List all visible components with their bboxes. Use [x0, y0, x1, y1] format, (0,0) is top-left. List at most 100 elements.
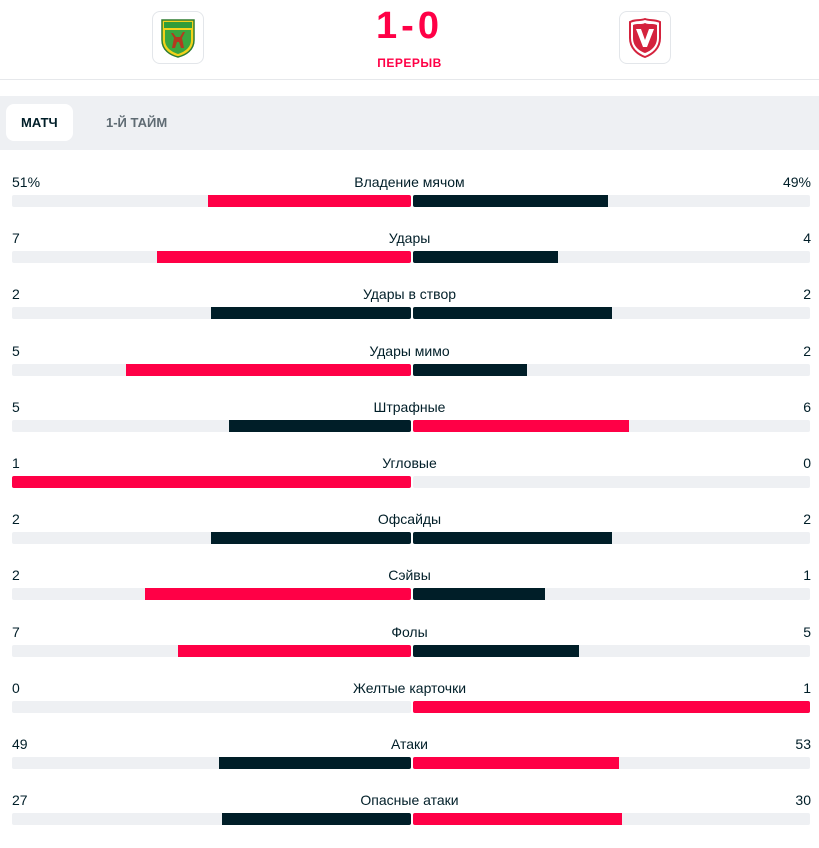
stat-away-value: 2: [803, 286, 811, 303]
stat-home-bar-track: [12, 700, 411, 713]
stat-label: Штрафные: [373, 398, 446, 415]
stat-away-bar-track: [413, 419, 810, 432]
stat-away-value: 5: [803, 623, 811, 640]
stat-away-bar-track: [413, 644, 810, 657]
stat-home-bar-track: [12, 644, 411, 657]
stat-away-bar-track: [413, 195, 810, 207]
stat-away-bar-fill: [413, 532, 612, 545]
stat-row: 2 Сэйвы 1: [0, 566, 819, 622]
stat-home-bar-track: [12, 195, 411, 207]
stat-home-value: 2: [12, 567, 20, 584]
score-separator: -: [401, 5, 418, 47]
stat-row: 51% Владение мячом 49%: [0, 173, 819, 229]
home-team-crest-icon: [161, 18, 195, 58]
stat-label: Угловые: [382, 455, 437, 471]
stat-away-value: 6: [803, 398, 811, 415]
stat-home-bar-fill: [211, 532, 411, 545]
stat-home-bar-track: [12, 251, 411, 264]
stat-home-value: 1: [12, 455, 20, 471]
stat-label: Фолы: [391, 623, 428, 640]
stat-home-value: 2: [12, 511, 20, 528]
stat-home-value: 7: [12, 230, 20, 247]
home-team-logo[interactable]: [152, 11, 204, 64]
tabs-bar: МАТЧ 1-Й ТАЙМ: [0, 96, 819, 150]
stat-home-bar-fill: [222, 813, 411, 826]
score-home: 1: [376, 5, 402, 47]
stat-away-bar-fill: [413, 757, 619, 769]
stat-home-value: 27: [12, 792, 28, 809]
stat-away-bar-fill: [413, 588, 545, 601]
stat-away-bar-track: [413, 588, 810, 601]
stat-away-value: 2: [803, 342, 811, 359]
match-score: 1-0: [0, 5, 819, 48]
stat-away-bar-track: [413, 757, 810, 769]
stat-row: 27 Опасные атаки 30: [0, 791, 819, 847]
stat-home-bar-track: [12, 307, 411, 320]
stat-away-bar-track: [413, 700, 810, 713]
stat-label: Сэйвы: [388, 567, 431, 584]
stat-home-bar-track: [12, 363, 411, 376]
stat-home-bar-fill: [208, 195, 411, 207]
away-team-crest-icon: [629, 17, 661, 58]
stat-home-value: 5: [12, 342, 20, 359]
stat-home-bar-track: [12, 532, 411, 545]
stat-home-bar-fill: [126, 363, 411, 376]
stat-away-bar-fill: [413, 644, 579, 657]
score-away: 0: [417, 5, 443, 47]
stat-row: 1 Угловые 0: [0, 454, 819, 510]
stat-home-bar-fill: [145, 588, 411, 601]
stat-home-bar-fill: [12, 476, 411, 488]
stat-label: Владение мячом: [354, 174, 465, 190]
stat-away-bar-track: [413, 476, 810, 488]
stat-away-bar-track: [413, 813, 810, 826]
stat-away-value: 30: [795, 792, 811, 809]
stat-away-bar-track: [413, 532, 810, 545]
stat-label: Атаки: [390, 736, 429, 752]
stat-home-bar-track: [12, 813, 411, 826]
stat-row: 5 Штрафные 6: [0, 398, 819, 454]
stat-row: 5 Удары мимо 2: [0, 342, 819, 398]
stat-home-bar-fill: [157, 251, 411, 264]
stat-home-bar-track: [12, 419, 411, 432]
stat-away-bar-track: [413, 307, 810, 320]
stat-row: 49 Атаки 53: [0, 735, 819, 791]
stat-label: Удары в створ: [362, 286, 457, 303]
stat-label: Желтые карточки: [352, 679, 467, 696]
stat-label: Удары: [388, 230, 431, 247]
tab-match[interactable]: МАТЧ: [6, 104, 73, 141]
stat-away-bar-fill: [413, 700, 810, 713]
stat-away-bar-fill: [413, 813, 622, 826]
stat-home-value: 49: [12, 736, 28, 752]
stat-home-bar-fill: [178, 644, 411, 657]
stat-home-value: 0: [12, 679, 20, 696]
stat-away-bar-fill: [413, 307, 612, 320]
away-team-logo[interactable]: [619, 11, 671, 64]
stat-row: 2 Офсайды 2: [0, 510, 819, 566]
stat-away-value: 1: [803, 679, 811, 696]
stat-away-value: 0: [803, 455, 811, 471]
match-header: 1-0 ПЕРЕРЫВ: [0, 0, 819, 80]
stat-home-bar-track: [12, 757, 411, 769]
stat-away-bar-track: [413, 363, 810, 376]
stat-away-value: 49%: [782, 174, 811, 190]
stat-label: Офсайды: [377, 511, 442, 528]
stat-row: 7 Удары 4: [0, 229, 819, 285]
match-status: ПЕРЕРЫВ: [377, 56, 442, 70]
stat-label: Опасные атаки: [360, 792, 459, 809]
stat-home-bar-fill: [229, 419, 411, 432]
stat-away-bar-fill: [413, 195, 608, 207]
stat-label: Удары мимо: [369, 342, 450, 359]
stat-home-value: 7: [12, 623, 20, 640]
stat-away-value: 2: [803, 511, 811, 528]
stat-home-value: 5: [12, 398, 20, 415]
stat-home-bar-track: [12, 476, 411, 488]
stat-home-bar-fill: [211, 307, 411, 320]
stat-home-value: 2: [12, 286, 20, 303]
stat-away-value: 53: [795, 736, 811, 752]
stat-away-bar-fill: [413, 251, 558, 264]
stat-away-bar-fill: [413, 419, 629, 432]
stat-away-bar-fill: [413, 363, 527, 376]
tab-first-half[interactable]: 1-Й ТАЙМ: [106, 115, 168, 130]
stat-row: 0 Желтые карточки 1: [0, 679, 819, 735]
stat-home-bar-fill: [219, 757, 411, 769]
